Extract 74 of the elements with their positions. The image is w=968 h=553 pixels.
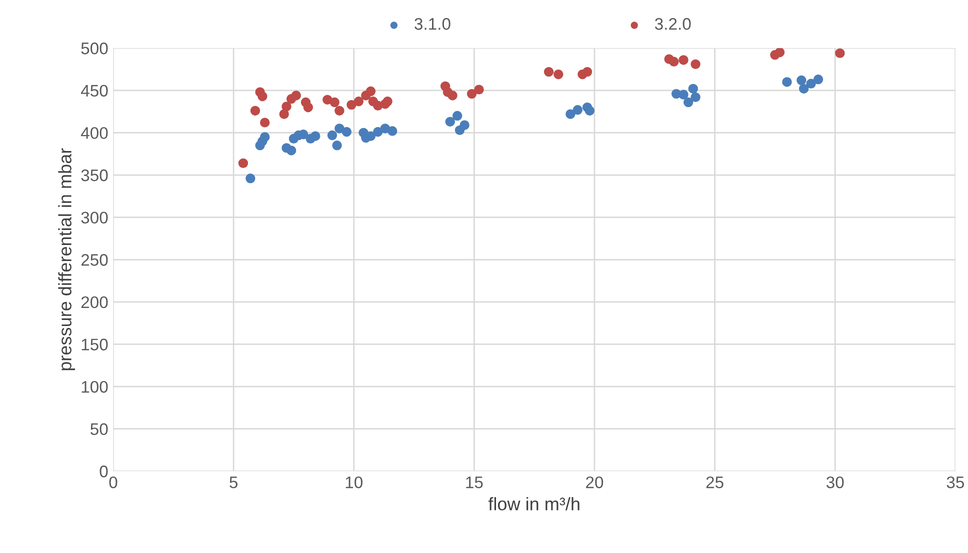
point (260, 118, 270, 128)
point (445, 116, 455, 127)
point (669, 56, 679, 67)
point (388, 126, 398, 136)
point (322, 94, 332, 105)
x-tick-label: 10 (346, 476, 362, 488)
y-tick-label: 500 (81, 42, 108, 54)
point (835, 48, 845, 58)
point (690, 59, 700, 70)
point (572, 105, 583, 115)
point (260, 132, 270, 142)
x-tick-label: 0 (109, 476, 118, 488)
point (330, 97, 340, 108)
x-tick-label: 30 (826, 476, 844, 488)
point (474, 84, 484, 94)
point (796, 75, 806, 86)
point (282, 102, 292, 112)
point (346, 100, 356, 110)
point (544, 66, 554, 77)
y-tick-label: 450 (80, 84, 108, 97)
x-tick-label: 5 (230, 476, 238, 488)
point (279, 109, 289, 119)
point (334, 124, 344, 134)
y-tick-label: 50 (90, 423, 108, 436)
x-tick-label: 15 (466, 476, 483, 488)
point (258, 91, 268, 102)
point (566, 109, 576, 119)
point (448, 90, 458, 100)
point (774, 48, 785, 58)
point (366, 86, 376, 96)
y-tick-label: 400 (80, 127, 108, 139)
point (250, 106, 260, 116)
legend-label: 3.1.0 (414, 18, 450, 30)
point (373, 127, 383, 137)
point (466, 88, 477, 99)
point (452, 110, 462, 121)
point (813, 74, 824, 84)
y-axis-title: pressure differential in mbar (58, 148, 76, 370)
point (342, 127, 352, 137)
point (678, 90, 688, 100)
x-axis-title: flow in m³/h (488, 497, 580, 510)
point (382, 96, 392, 106)
y-tick-label: 200 (81, 296, 108, 308)
point (678, 55, 688, 65)
x-tick-label: 25 (706, 476, 724, 488)
y-tick-label: 250 (81, 254, 108, 266)
point (246, 174, 256, 184)
point (683, 97, 694, 108)
point (798, 84, 809, 94)
point (238, 158, 248, 168)
point (327, 130, 338, 140)
legend-label: 3.2.0 (654, 18, 691, 30)
y-tick-label: 150 (82, 338, 108, 350)
point (286, 146, 296, 156)
point (303, 102, 314, 112)
point (354, 96, 364, 106)
point (582, 66, 592, 77)
y-tick-label: 350 (81, 169, 108, 182)
point (334, 106, 344, 116)
x-tick-label: 35 (946, 476, 964, 488)
point (291, 90, 301, 100)
point (584, 106, 595, 116)
point (782, 77, 792, 87)
point (688, 84, 698, 94)
point (460, 120, 470, 130)
x-tick-label: 20 (586, 476, 604, 488)
point (806, 78, 816, 89)
point (310, 131, 320, 141)
point (332, 140, 342, 150)
y-tick-label: 0 (100, 466, 108, 478)
point (690, 92, 700, 102)
point (554, 69, 564, 80)
y-tick-label: 100 (82, 380, 108, 393)
y-tick-label: 300 (81, 212, 108, 224)
